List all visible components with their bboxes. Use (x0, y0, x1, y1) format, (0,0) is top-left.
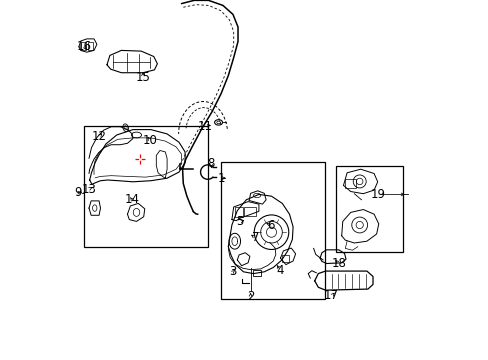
Bar (244, 207, 256, 216)
Bar (81, 42, 86, 50)
Text: 17: 17 (324, 289, 338, 302)
Text: 7: 7 (251, 231, 259, 244)
Text: 18: 18 (331, 257, 346, 270)
Text: 12: 12 (91, 130, 106, 143)
Bar (84, 126, 208, 247)
Text: 16: 16 (77, 40, 92, 53)
Text: 6: 6 (266, 219, 274, 231)
Bar (253, 270, 260, 276)
Text: 15: 15 (135, 71, 150, 84)
Bar (336, 166, 402, 252)
Bar (345, 179, 355, 188)
Text: 13: 13 (81, 183, 96, 195)
Text: 3: 3 (229, 265, 236, 278)
Text: 11: 11 (197, 120, 212, 132)
Text: 10: 10 (142, 134, 157, 147)
Bar (87, 42, 93, 50)
Text: 14: 14 (124, 193, 140, 206)
Text: 4: 4 (276, 264, 284, 276)
Bar (282, 255, 289, 262)
Text: 19: 19 (369, 188, 385, 201)
Text: 5: 5 (236, 215, 244, 228)
Text: 2: 2 (246, 291, 254, 303)
Bar (221, 162, 325, 299)
Text: 9: 9 (74, 186, 82, 199)
Text: 8: 8 (207, 157, 215, 170)
Bar (234, 207, 242, 217)
Text: 1: 1 (217, 172, 225, 185)
